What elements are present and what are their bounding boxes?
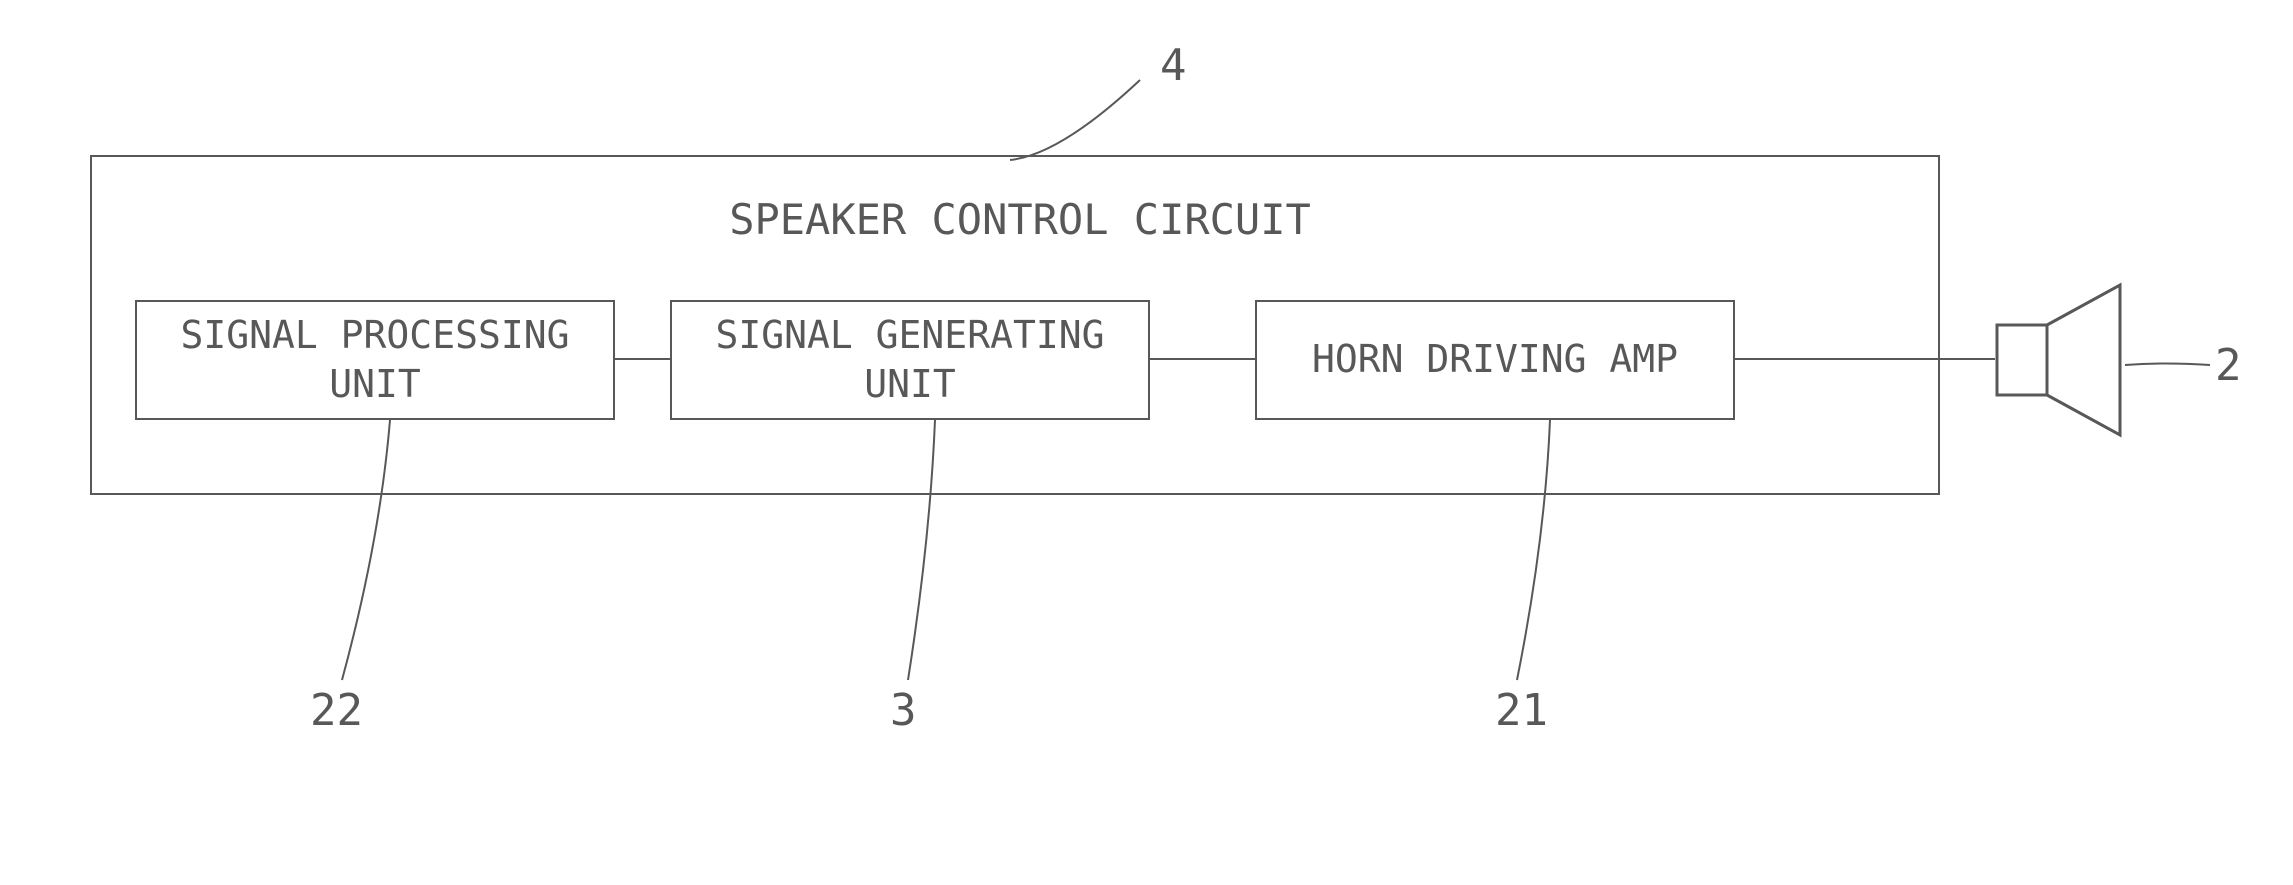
leader-4 [1010, 75, 1170, 165]
label-21: 21 [1495, 685, 1548, 736]
connector-2 [1150, 358, 1255, 360]
leader-3 [900, 420, 950, 690]
signal-generating-box: SIGNAL GENERATING UNIT [670, 300, 1150, 420]
label-22: 22 [310, 685, 363, 736]
leader-2 [2125, 350, 2220, 380]
signal-processing-box: SIGNAL PROCESSING UNIT [135, 300, 615, 420]
container-title: SPEAKER CONTROL CIRCUIT [640, 195, 1400, 244]
connector-3 [1735, 358, 1995, 360]
speaker-icon [1995, 280, 2125, 440]
leader-21 [1505, 420, 1565, 690]
connector-1 [615, 358, 670, 360]
leader-22 [330, 420, 400, 690]
horn-amp-box: HORN DRIVING AMP [1255, 300, 1735, 420]
label-3: 3 [890, 685, 917, 736]
